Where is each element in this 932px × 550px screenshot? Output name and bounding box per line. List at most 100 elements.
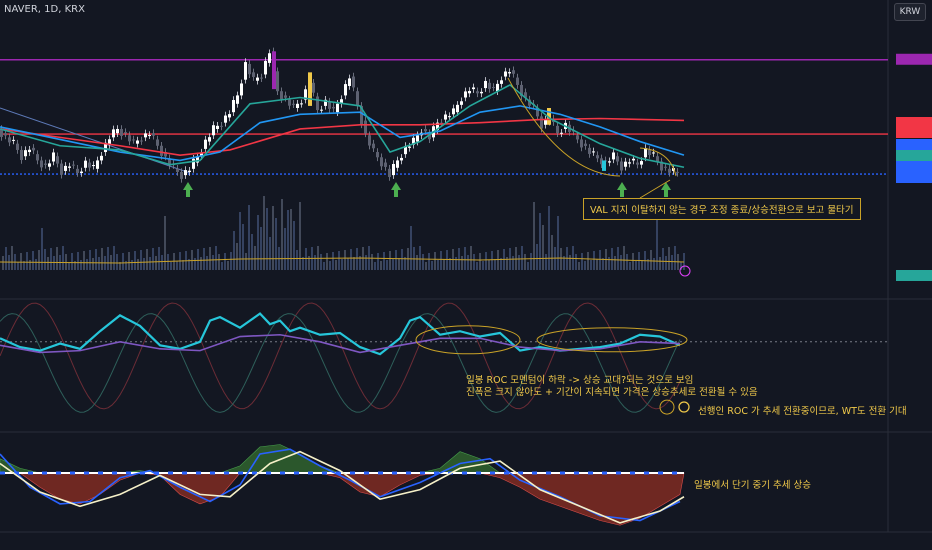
- candle-body: [648, 149, 651, 155]
- volume-bar: [95, 249, 97, 270]
- candle-body: [332, 106, 335, 109]
- highlight-candle: [547, 108, 551, 125]
- volume-bar: [92, 258, 94, 270]
- candle-body: [12, 139, 15, 141]
- volume-bar: [11, 246, 13, 270]
- volume-bar: [5, 247, 7, 270]
- candle-body: [268, 53, 271, 63]
- wt-zero-marker: [0, 471, 5, 475]
- volume-bar: [380, 261, 382, 270]
- volume-bar: [491, 251, 493, 270]
- roc-pane[interactable]: [0, 302, 888, 415]
- volume-bar: [476, 262, 478, 270]
- volume-bar: [656, 219, 658, 270]
- volume-bar: [608, 257, 610, 270]
- candle-body: [440, 122, 443, 124]
- volume-bar: [236, 243, 238, 270]
- volume-bar: [584, 261, 586, 270]
- candle-body: [0, 128, 3, 137]
- volume-bar: [449, 258, 451, 270]
- volume-bar: [287, 210, 289, 270]
- candle-body: [628, 162, 631, 164]
- candle-body: [640, 161, 643, 165]
- wt-zero-marker: [210, 471, 215, 475]
- volume-bar: [542, 225, 544, 270]
- volume-bar: [290, 209, 292, 270]
- volume-bar: [416, 255, 418, 270]
- volume-bar: [488, 260, 490, 270]
- candle-body: [476, 91, 479, 94]
- candle-body: [416, 135, 419, 142]
- candle-body: [612, 152, 615, 160]
- candle-body: [608, 161, 611, 163]
- wt-zero-marker: [252, 471, 257, 475]
- volume-bar: [632, 253, 634, 270]
- volume-bar: [374, 262, 376, 270]
- volume-bar: [668, 247, 670, 270]
- volume-bar: [140, 250, 142, 270]
- wt-zero-marker: [672, 471, 677, 475]
- volume-bar: [560, 248, 562, 270]
- candle-body: [212, 125, 215, 136]
- candle-body: [492, 87, 495, 89]
- wt-zero-marker: [364, 471, 369, 475]
- candle-body: [304, 89, 307, 100]
- candle-body: [260, 77, 263, 79]
- price-label-bg: [896, 127, 932, 138]
- candle-body: [200, 152, 203, 157]
- candle-body: [352, 76, 355, 88]
- volume-bar: [86, 259, 88, 270]
- candle-body: [24, 150, 27, 157]
- volume-bar: [659, 257, 661, 270]
- roc-highlight-ellipse: [659, 399, 675, 415]
- volume-bar: [47, 257, 49, 270]
- volume-bar: [212, 255, 214, 270]
- volume-bar: [257, 215, 259, 270]
- wt-zero-marker: [434, 471, 439, 475]
- wt-zero-marker: [462, 471, 467, 475]
- candle-body: [324, 99, 327, 106]
- roc-series-0: [0, 312, 681, 356]
- volume-bar: [20, 253, 22, 270]
- volume-bar: [215, 246, 217, 270]
- volume-bar: [611, 248, 613, 270]
- volume-bar: [113, 246, 115, 270]
- candle-body: [320, 109, 323, 111]
- candle-body: [248, 63, 251, 75]
- volume-bar: [512, 256, 514, 270]
- wt-zero-marker: [238, 471, 243, 475]
- price-pane[interactable]: [0, 47, 888, 277]
- candle-body: [600, 158, 603, 165]
- volume-bar: [623, 246, 625, 270]
- candle-body: [560, 132, 563, 134]
- volume-bar: [176, 261, 178, 270]
- volume-bar: [203, 248, 205, 270]
- candle-body: [644, 148, 647, 158]
- volume-bar: [602, 258, 604, 270]
- wt-zero-marker: [112, 471, 117, 475]
- currency-button[interactable]: KRW: [894, 3, 926, 21]
- candle-body: [652, 152, 655, 154]
- candle-body: [152, 133, 155, 136]
- volume-bar: [35, 259, 37, 270]
- wt-zero-marker: [602, 471, 607, 475]
- roc-note-line1: 일봉 ROC 모멘텀이 하락 -> 상승 교대?되는 것으로 보임: [466, 375, 694, 386]
- volume-bar: [389, 251, 391, 270]
- candle-body: [48, 163, 51, 167]
- volume-bar: [197, 249, 199, 270]
- volume-bar: [2, 256, 4, 270]
- candle-body: [676, 171, 679, 173]
- wavetrend-pane[interactable]: [0, 444, 685, 526]
- highlight-candle: [602, 160, 606, 171]
- trend-line: [0, 107, 191, 174]
- candle-body: [360, 105, 363, 125]
- candle-body: [448, 116, 451, 118]
- volume-bar: [41, 228, 43, 270]
- wt-zero-marker: [630, 471, 635, 475]
- candle-body: [348, 78, 351, 86]
- volume-bar: [596, 259, 598, 270]
- candle-body: [188, 170, 191, 172]
- volume-bar: [479, 253, 481, 270]
- candle-body: [124, 132, 127, 134]
- candle-body: [64, 165, 67, 171]
